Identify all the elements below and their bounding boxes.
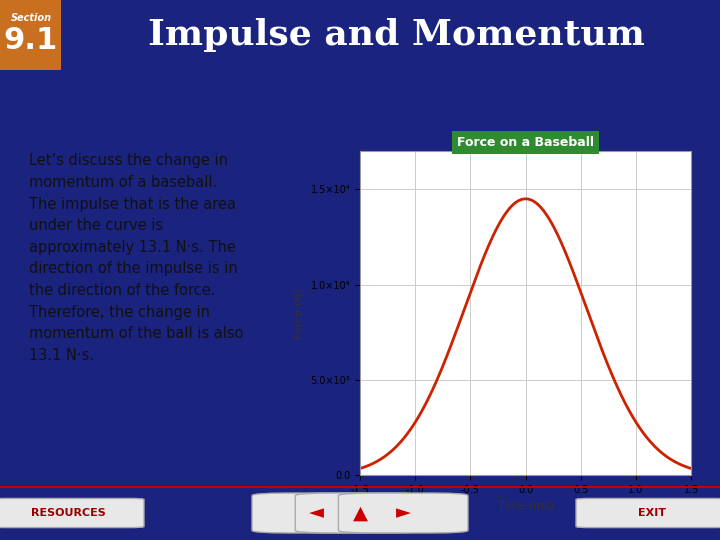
Text: RESOURCES: RESOURCES [31,508,106,518]
X-axis label: Time (ms): Time (ms) [498,501,554,510]
Text: Impulse and Momentum: Impulse and Momentum [148,18,644,52]
FancyBboxPatch shape [0,0,61,70]
Text: Section: Section [10,12,52,23]
Text: ▲: ▲ [353,503,367,523]
Y-axis label: Force (N): Force (N) [295,288,305,339]
FancyBboxPatch shape [252,493,382,533]
Text: Let’s discuss the change in
momentum of a baseball.
The impulse that is the area: Let’s discuss the change in momentum of … [29,153,243,363]
Text: 9.1: 9.1 [4,26,58,55]
FancyBboxPatch shape [576,498,720,528]
Text: Using the Impulse-Momentum Theorem: Using the Impulse-Momentum Theorem [112,99,608,119]
Title: Force on a Baseball: Force on a Baseball [457,136,594,148]
FancyBboxPatch shape [338,493,468,533]
FancyBboxPatch shape [295,493,425,533]
FancyBboxPatch shape [0,498,144,528]
Text: ◄: ◄ [310,503,324,523]
Text: ►: ► [396,503,410,523]
Text: EXIT: EXIT [638,508,665,518]
